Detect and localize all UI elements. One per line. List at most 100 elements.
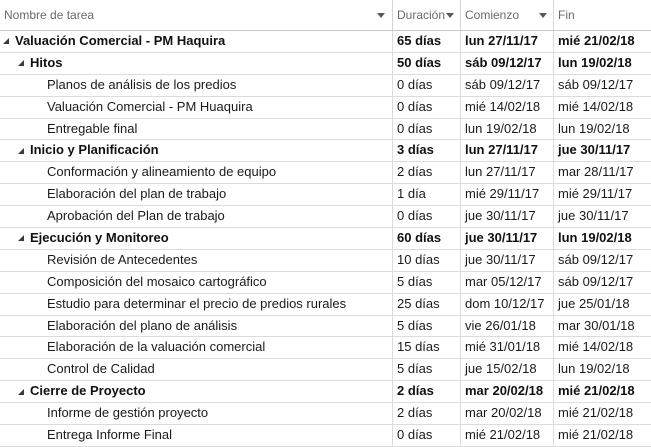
task-start[interactable]: mié 31/01/18	[461, 337, 554, 359]
column-header-start[interactable]: Comienzo	[461, 0, 554, 30]
task-start[interactable]: mar 20/02/18	[461, 403, 554, 425]
task-name-cell[interactable]: Hitos	[0, 52, 393, 74]
task-finish[interactable]: mar 28/11/17	[558, 164, 634, 180]
task-start[interactable]: lun 27/11/17	[461, 31, 554, 52]
task-start[interactable]: jue 30/11/17	[461, 206, 554, 228]
task-name-cell[interactable]: Valuación Comercial - PM Haquira	[0, 31, 393, 52]
task-row[interactable]: Aprobación del Plan de trabajo 0 días jue …	[0, 206, 651, 229]
task-name-cell[interactable]: Control de Calidad	[0, 359, 393, 381]
collapse-triangle-icon[interactable]	[3, 38, 9, 45]
task-finish[interactable]: lun 19/02/18	[558, 361, 630, 377]
task-finish[interactable]: lun 19/02/18	[558, 230, 632, 246]
task-name-cell[interactable]: Elaboración del plano de análisis	[0, 315, 393, 337]
task-finish[interactable]: mié 29/11/17	[558, 186, 633, 202]
task-start[interactable]: mar 20/02/18	[461, 381, 554, 403]
task-finish[interactable]: mié 14/02/18	[558, 98, 634, 114]
summary-task-row[interactable]: Ejecución y Monitoreo 60 días jue 30/11/17…	[0, 228, 651, 250]
task-duration[interactable]: 3 días	[393, 140, 461, 162]
task-name-cell[interactable]: Aprobación del Plan de trabajo	[0, 206, 393, 228]
task-duration[interactable]: 0 días	[393, 74, 461, 96]
task-start[interactable]: lun 19/02/18	[461, 118, 554, 140]
task-finish[interactable]: sáb 09/12/17	[558, 76, 634, 92]
task-row[interactable]: Planos de análisis de los predios 0 días s…	[0, 74, 651, 97]
column-header-duration[interactable]: Duración	[393, 0, 461, 30]
task-start[interactable]: sáb 09/12/17	[461, 74, 554, 96]
chevron-down-icon[interactable]	[446, 13, 454, 18]
task-start[interactable]: jue 15/02/18	[461, 359, 554, 381]
column-header-name[interactable]: Nombre de tarea	[0, 0, 393, 30]
task-start[interactable]: jue 30/11/17	[461, 228, 554, 249]
task-row[interactable]: Conformación y alineamiento de equipo 2 d…	[0, 162, 651, 185]
task-finish[interactable]: lun 19/02/18	[558, 120, 630, 136]
task-row[interactable]: Entregable final 0 días lun 19/02/18 lun 19…	[0, 118, 651, 141]
task-name-cell[interactable]: Elaboración de la valuación comercial	[0, 337, 393, 359]
task-duration[interactable]: 0 días	[393, 425, 461, 446]
task-duration[interactable]: 2 días	[393, 403, 461, 425]
task-finish[interactable]: mié 21/02/18	[558, 427, 634, 443]
task-duration[interactable]: 1 día	[393, 184, 461, 206]
task-name-cell[interactable]: Inicio y Planificación	[0, 140, 393, 162]
task-start[interactable]: mié 14/02/18	[461, 96, 554, 118]
task-finish[interactable]: mié 21/02/18	[558, 33, 635, 48]
collapse-triangle-icon[interactable]	[18, 235, 24, 242]
task-duration[interactable]: 0 días	[393, 206, 461, 228]
task-start[interactable]: mié 29/11/17	[461, 184, 554, 206]
task-duration[interactable]: 0 días	[393, 118, 461, 140]
task-name-cell[interactable]: Entregable final	[0, 118, 393, 140]
task-row[interactable]: Revisión de Antecedentes 10 días jue 30/11…	[0, 249, 651, 272]
chevron-down-icon[interactable]	[539, 13, 547, 18]
task-duration[interactable]: 5 días	[393, 359, 461, 381]
task-start[interactable]: dom 10/12/17	[461, 293, 554, 315]
task-finish[interactable]: mié 14/02/18	[558, 339, 634, 355]
task-finish[interactable]: mar 30/01/18	[558, 317, 635, 333]
task-duration[interactable]: 65 días	[393, 31, 461, 52]
task-row[interactable]: Valuación Comercial - PM Huaquira 0 días m…	[0, 96, 651, 119]
task-row[interactable]: Elaboración del plano de análisis 5 días v…	[0, 315, 651, 338]
summary-task-row[interactable]: Hitos 50 días sáb 09/12/17 lun 19/02/18	[0, 52, 651, 75]
task-start[interactable]: lun 27/11/17	[461, 162, 554, 184]
task-duration[interactable]: 60 días	[393, 228, 461, 249]
task-finish[interactable]: lun 19/02/18	[558, 54, 632, 70]
task-start[interactable]: mar 05/12/17	[461, 271, 554, 293]
task-row[interactable]: Entrega Informe Final 0 días mié 21/02/18 m…	[0, 425, 651, 447]
task-name-cell[interactable]: Cierre de Proyecto	[0, 381, 393, 403]
task-name-cell[interactable]: Planos de análisis de los predios	[0, 74, 393, 96]
task-name-cell[interactable]: Composición del mosaico cartográfico	[0, 271, 393, 293]
chevron-down-icon[interactable]	[377, 13, 385, 18]
task-start[interactable]: lun 27/11/17	[461, 140, 554, 162]
task-duration[interactable]: 0 días	[393, 96, 461, 118]
summary-task-row[interactable]: Inicio y Planificación 3 días lun 27/11/17…	[0, 140, 651, 163]
task-finish[interactable]: mié 21/02/18	[558, 405, 634, 421]
task-row[interactable]: Informe de gestión proyecto 2 días mar 20/…	[0, 403, 651, 426]
column-header-finish[interactable]: Fin	[554, 0, 651, 30]
task-start[interactable]: sáb 09/12/17	[461, 52, 554, 74]
task-finish[interactable]: sáb 09/12/17	[558, 273, 634, 289]
task-duration[interactable]: 5 días	[393, 271, 461, 293]
task-name-cell[interactable]: Ejecución y Monitoreo	[0, 228, 393, 249]
collapse-triangle-icon[interactable]	[18, 60, 24, 67]
task-start[interactable]: vie 26/01/18	[461, 315, 554, 337]
task-name-cell[interactable]: Valuación Comercial - PM Huaquira	[0, 96, 393, 118]
summary-task-row[interactable]: Valuación Comercial - PM Haquira 65 días l…	[0, 31, 651, 53]
task-name-cell[interactable]: Revisión de Antecedentes	[0, 249, 393, 271]
task-start[interactable]: mié 21/02/18	[461, 425, 554, 446]
task-name-cell[interactable]: Estudio para determinar el precio de pre…	[0, 293, 393, 315]
task-row[interactable]: Elaboración de la valuación comercial 15 …	[0, 337, 651, 360]
task-start[interactable]: jue 30/11/17	[461, 249, 554, 271]
task-duration[interactable]: 10 días	[393, 249, 461, 271]
task-name-cell[interactable]: Elaboración del plan de trabajo	[0, 184, 393, 206]
collapse-triangle-icon[interactable]	[18, 388, 24, 395]
task-row[interactable]: Elaboración del plan de trabajo 1 día mié …	[0, 184, 651, 207]
task-duration[interactable]: 50 días	[393, 52, 461, 74]
task-name-cell[interactable]: Entrega Informe Final	[0, 425, 393, 446]
collapse-triangle-icon[interactable]	[18, 147, 24, 154]
task-name-cell[interactable]: Informe de gestión proyecto	[0, 403, 393, 425]
summary-task-row[interactable]: Cierre de Proyecto 2 días mar 20/02/18 mié …	[0, 381, 651, 404]
task-finish[interactable]: jue 30/11/17	[558, 208, 629, 224]
task-duration[interactable]: 25 días	[393, 293, 461, 315]
task-row[interactable]: Control de Calidad 5 días jue 15/02/18 lun …	[0, 359, 651, 382]
task-row[interactable]: Composición del mosaico cartográfico 5 dí…	[0, 271, 651, 294]
task-row[interactable]: Estudio para determinar el precio de pre…	[0, 293, 651, 316]
task-finish[interactable]: mié 21/02/18	[558, 383, 635, 399]
task-finish[interactable]: jue 25/01/18	[558, 295, 630, 311]
